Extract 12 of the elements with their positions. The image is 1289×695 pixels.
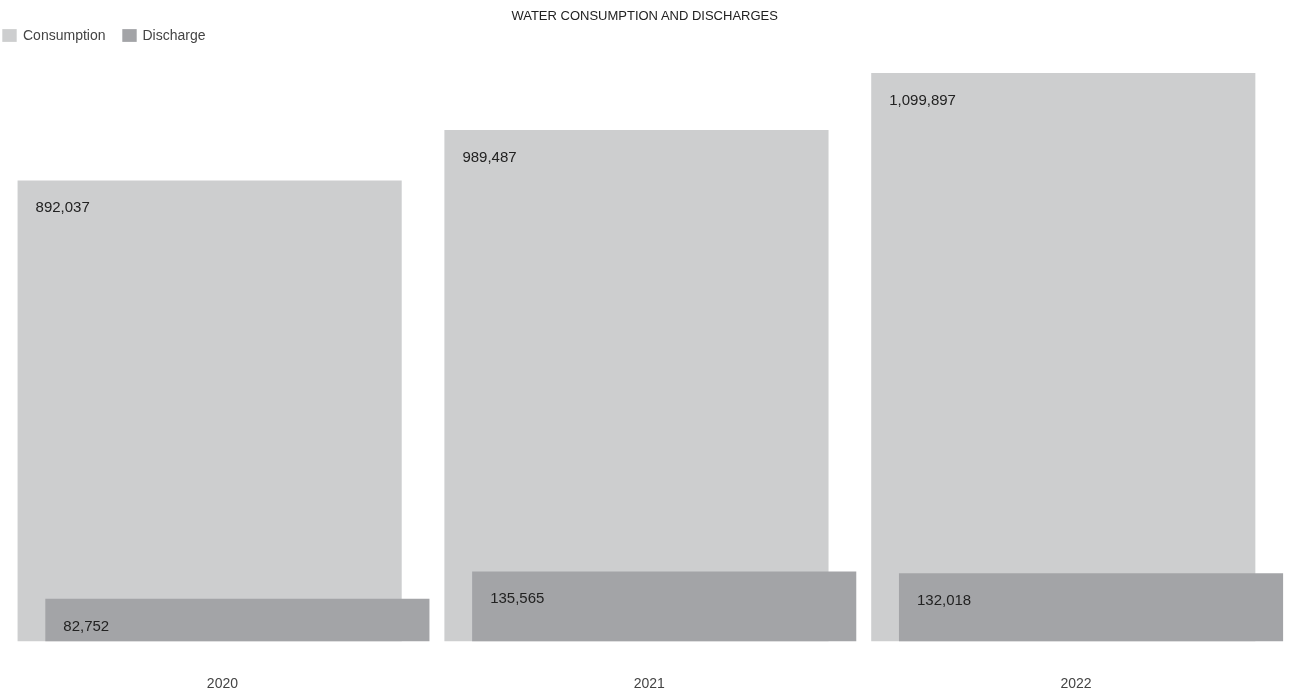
data-label: 132,018 <box>916 591 972 609</box>
data-label: 989,487 <box>462 148 517 166</box>
chart-title: WATER CONSUMPTION AND DISCHARGES <box>511 7 779 23</box>
data-label: 1,099,897 <box>889 90 956 108</box>
data-label: 135,565 <box>490 589 545 607</box>
data-label: 82,752 <box>63 616 110 634</box>
x-tick-label: 2022 <box>1060 674 1092 691</box>
x-tick-label: 2020 <box>206 674 239 691</box>
legend-label: Consumption <box>23 27 106 43</box>
x-tick-label: 2021 <box>633 674 666 691</box>
legend-label: Discharge <box>142 27 206 43</box>
data-label: 892,037 <box>35 198 90 216</box>
